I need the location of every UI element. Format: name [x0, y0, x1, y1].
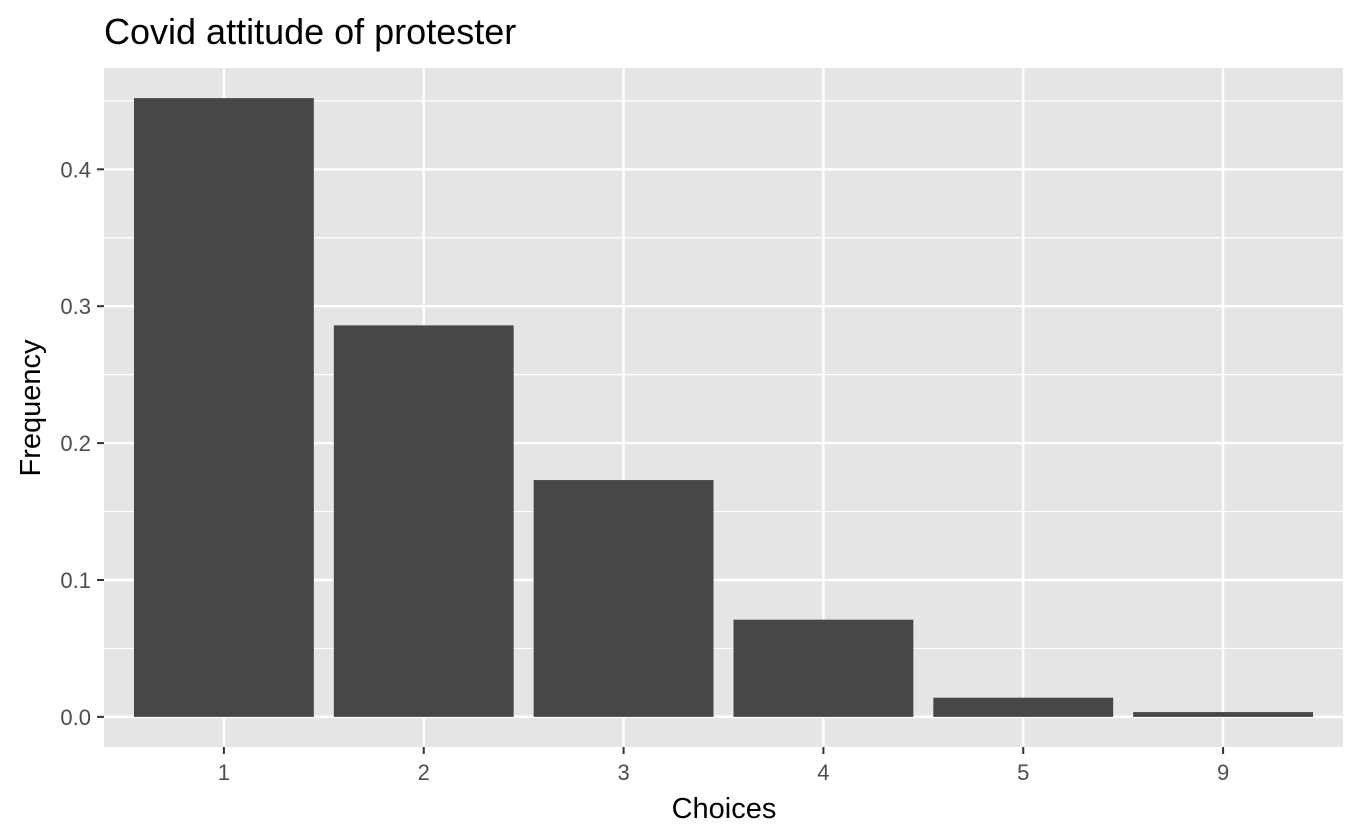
bar-1	[133, 98, 314, 717]
y-tick-label: 0.0	[60, 705, 91, 730]
x-tick-label: 9	[1217, 760, 1229, 785]
y-axis-ticks: 0.0 0.1 0.2 0.3 0.4	[60, 157, 104, 730]
x-tick-label: 1	[218, 760, 230, 785]
x-tick-label: 4	[817, 760, 829, 785]
bar-9	[1133, 712, 1314, 717]
bar-4	[733, 619, 914, 717]
x-tick-label: 2	[418, 760, 430, 785]
bar-3	[533, 480, 714, 717]
x-tick-label: 3	[617, 760, 629, 785]
bar-2	[333, 325, 514, 717]
y-tick-label: 0.3	[60, 294, 91, 319]
y-tick-label: 0.2	[60, 431, 91, 456]
y-axis-label: Frequency	[15, 339, 47, 477]
y-tick-label: 0.4	[60, 157, 91, 182]
x-tick-label: 5	[1017, 760, 1029, 785]
x-axis-ticks: 1 2 3 4 5 9	[218, 747, 1229, 785]
y-tick-label: 0.1	[60, 568, 91, 593]
chart-title: Covid attitude of protester	[104, 11, 516, 52]
bar-5	[933, 697, 1114, 717]
bars	[133, 98, 1314, 717]
x-axis-label: Choices	[672, 793, 777, 825]
